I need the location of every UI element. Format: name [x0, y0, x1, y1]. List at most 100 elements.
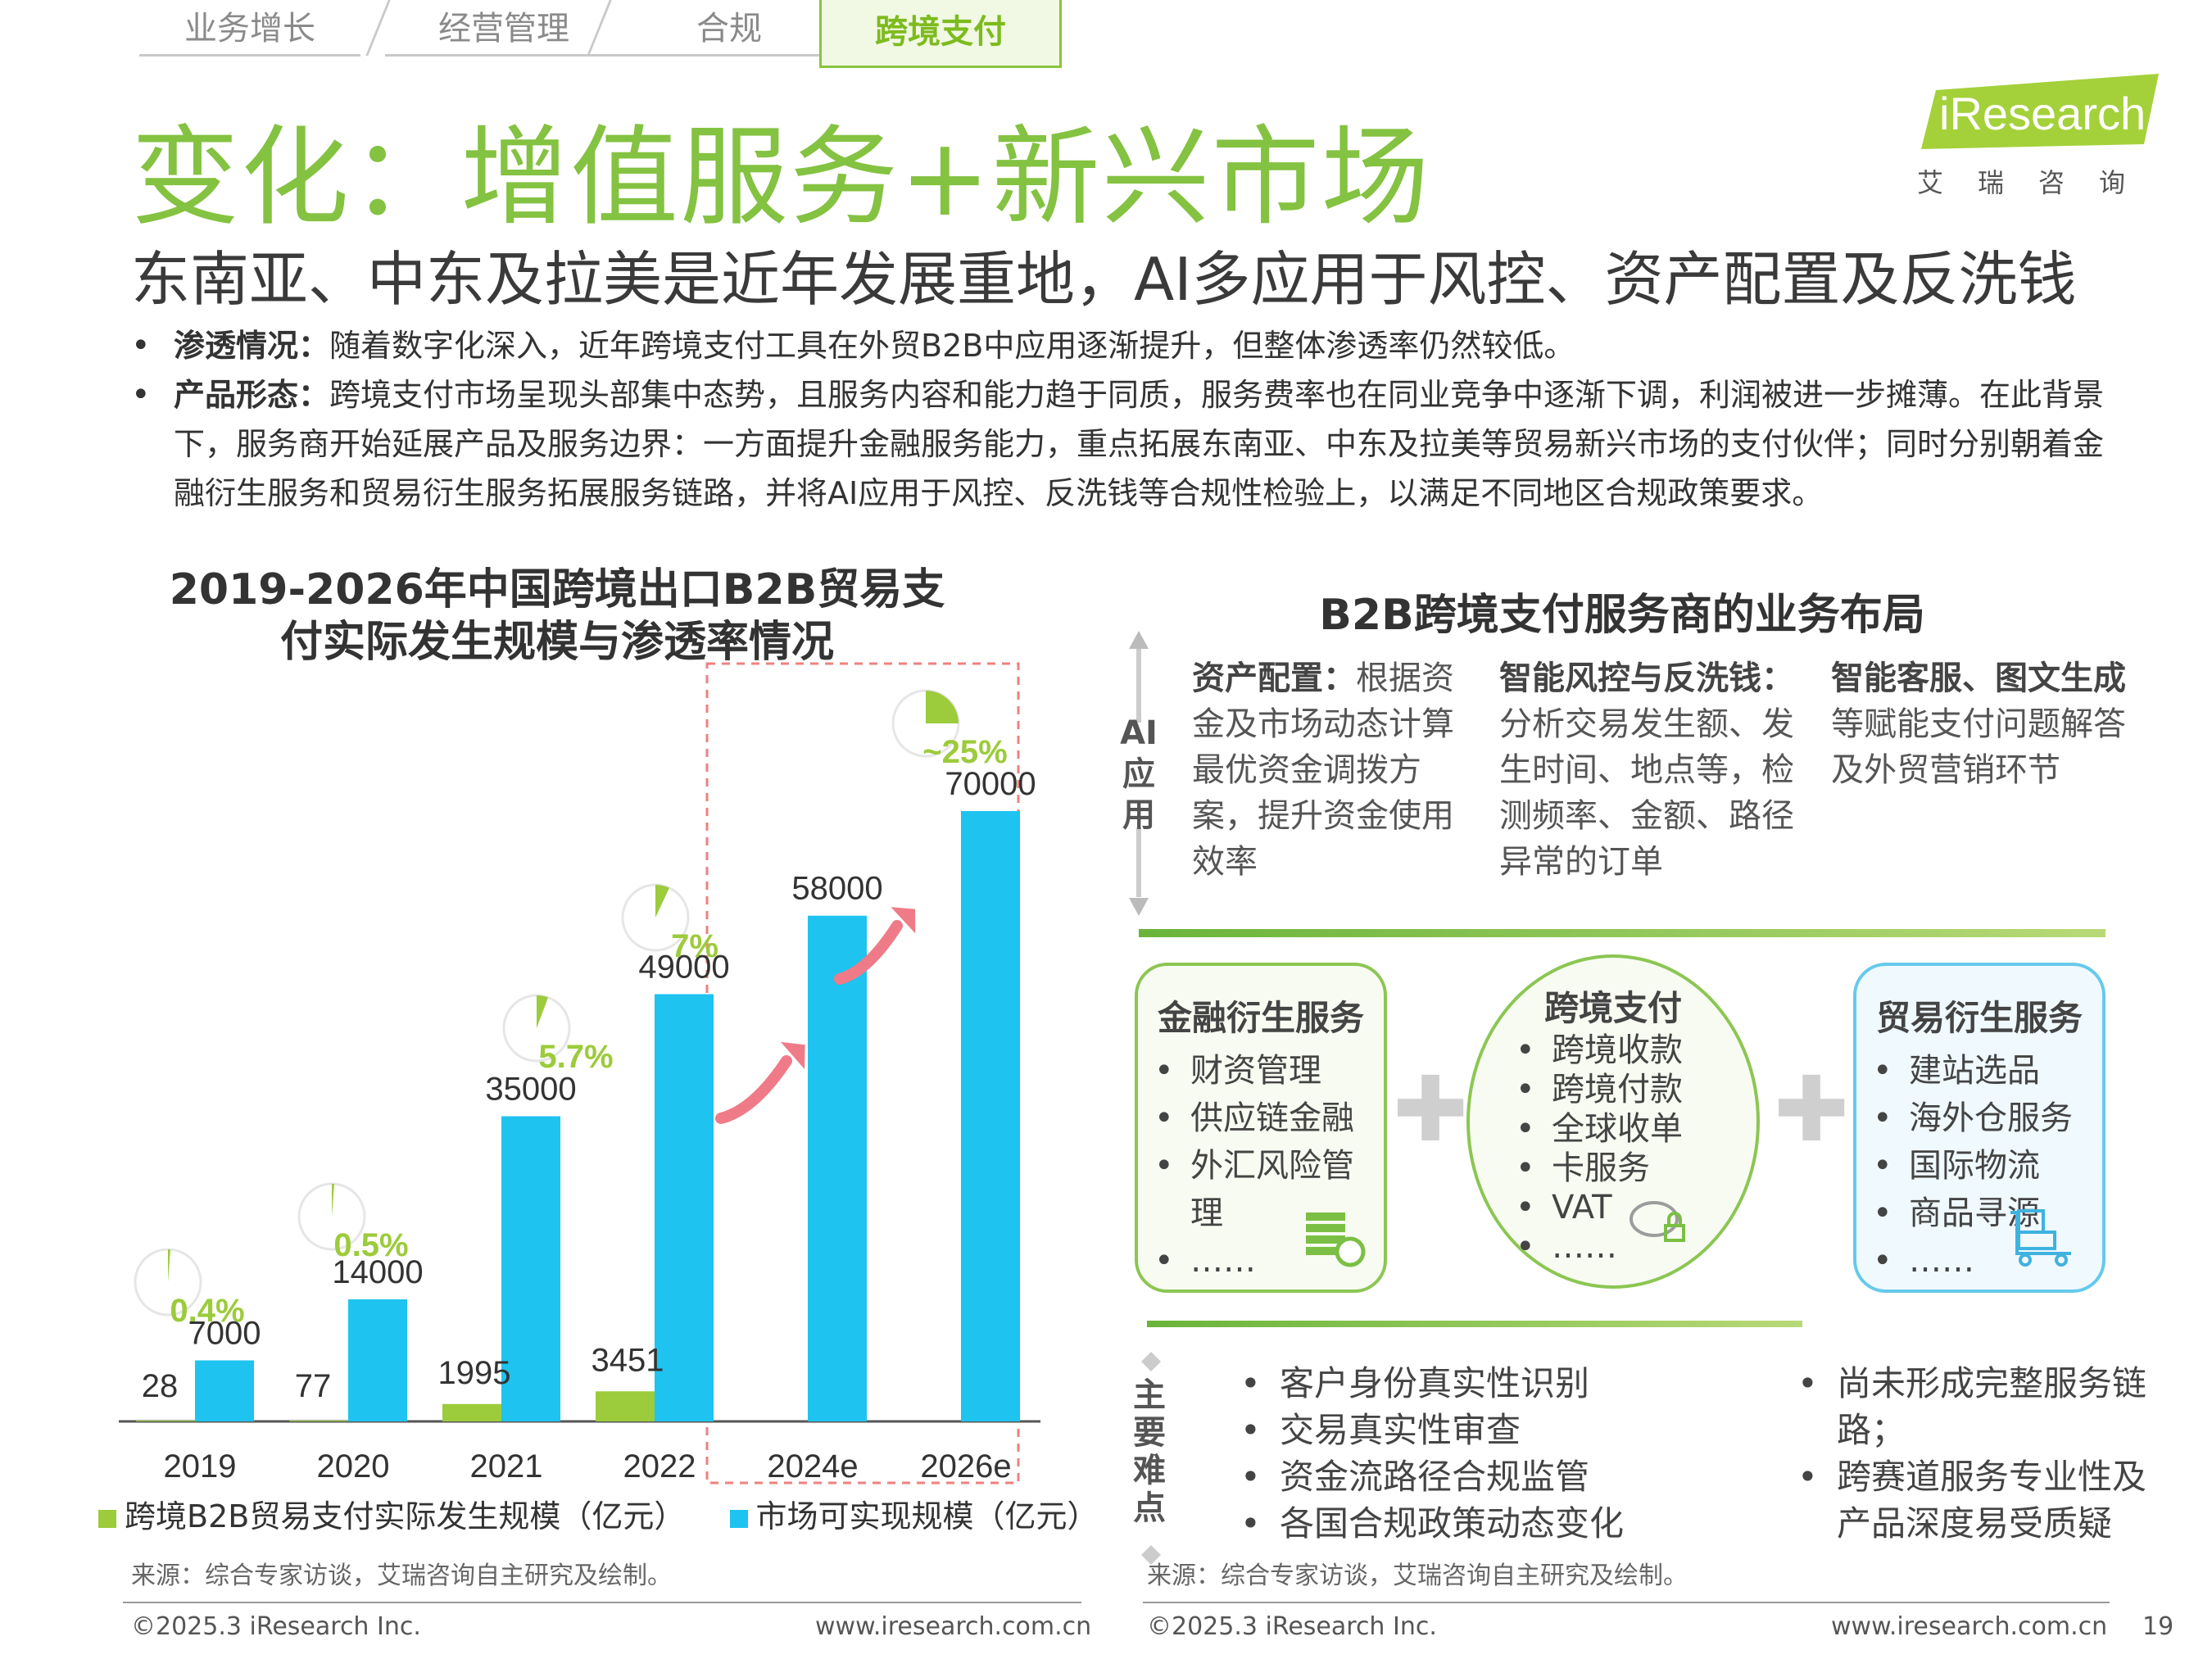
- legend-actual: 跨境B2B贸易支付实际发生规模（亿元）: [125, 1498, 686, 1534]
- list-item: ……: [1512, 1227, 1725, 1267]
- green-divider-bottom: [1147, 1321, 1802, 1327]
- list-item: 跨境收款: [1512, 1031, 1725, 1070]
- ai-col-service: 智能客服、图文生成等赋能支付问题解答及外贸营销环节: [1831, 660, 2126, 789]
- category-label: 2019: [164, 1448, 237, 1484]
- page-number: 19: [2142, 1612, 2174, 1641]
- list-item: 跨境付款: [1512, 1070, 1725, 1109]
- market-value-label: 14000: [332, 1254, 423, 1290]
- logo-cn-text: 艾瑞咨询: [1917, 167, 2160, 198]
- penetration-pie-slice: [926, 691, 959, 723]
- penetration-label: ~25%: [922, 734, 1007, 770]
- list-item: ……: [1870, 1237, 2091, 1285]
- list-item: 外汇风险管理: [1151, 1142, 1372, 1237]
- layout-source: 来源：综合专家访谈，艾瑞咨询自主研究及绘制。: [1147, 1562, 1688, 1590]
- list-item: VAT: [1512, 1188, 1725, 1227]
- chart-source: 来源：综合专家访谈，艾瑞咨询自主研究及绘制。: [131, 1562, 672, 1590]
- difficulty-label: 主要难点: [1133, 1376, 1166, 1527]
- financial-services-title: 金融衍生服务: [1157, 998, 1364, 1038]
- layout-title: B2B跨境支付服务商的业务布局: [1319, 591, 1925, 640]
- trade-services-box: 贸易衍生服务 建站选品 海外仓服务 国际物流 商品寻源 ……: [1853, 963, 2105, 1293]
- chart-title: 2019-2026年中国跨境出口B2B贸易支付实际发生规模与渗透率情况: [169, 565, 945, 667]
- list-item: 卡服务: [1512, 1149, 1725, 1188]
- list-item: 交易真实性审查: [1237, 1407, 1696, 1453]
- piggy-bank-icon: [1630, 1201, 1685, 1242]
- list-item: 财资管理: [1151, 1047, 1372, 1095]
- actual-value-label: 1995: [438, 1355, 511, 1391]
- list-item: 建站选品: [1870, 1047, 2091, 1095]
- penetration-pie-slice: [168, 1249, 171, 1282]
- ai-col-risk: 智能风控与反洗钱：分析交易发生额、发生时间、地点等，检测频率、金额、路径异常的订…: [1499, 660, 1794, 881]
- penetration-pie-slice: [655, 885, 670, 918]
- actual-value-label: 28: [142, 1368, 179, 1404]
- tab-bar: 业务增长 经营管理 合规 跨境支付: [139, 0, 1065, 68]
- category-label: 2026e: [920, 1448, 1011, 1484]
- list-item: 客户身份真实性识别: [1237, 1360, 1696, 1407]
- market-bar: [501, 1116, 560, 1421]
- list-item: 各国合规政策动态变化: [1237, 1500, 1696, 1547]
- tab-business-growth[interactable]: 业务增长: [139, 0, 360, 57]
- category-label: 2020: [317, 1448, 390, 1484]
- footer-rule-right: [1143, 1602, 2110, 1603]
- actual-bar: [596, 1391, 655, 1421]
- list-item: 尚未形成完整服务链路；: [1794, 1360, 2155, 1453]
- legend-swatch-actual: [98, 1509, 116, 1528]
- tab-cross-border-payment[interactable]: 跨境支付: [819, 0, 1062, 68]
- plus-icon: ✚: [1774, 1057, 1850, 1162]
- financial-services-list: 财资管理 供应链金融 外汇风险管理 ……: [1151, 1047, 1372, 1285]
- tab-operations[interactable]: 经营管理: [385, 0, 623, 57]
- penetration-label: 7%: [671, 928, 718, 964]
- market-bar: [348, 1299, 407, 1421]
- legend-swatch-market: [729, 1509, 748, 1528]
- ai-application-label: AI应用: [1120, 714, 1158, 834]
- bullet-penetration: • 渗透情况：随着数字化深入，近年跨境支付工具在外贸B2B中应用逐渐提升，但整体渗…: [131, 327, 1575, 365]
- ai-col-asset: 资产配置：根据资金及市场动态计算最优资金调拨方案，提升资金使用效率: [1192, 660, 1454, 881]
- coins-icon: [1306, 1213, 1366, 1267]
- bullet-list: • 渗透情况：随着数字化深入，近年跨境支付工具在外贸B2B中应用逐渐提升，但整体渗…: [131, 321, 2122, 518]
- chart-legend: 跨境B2B贸易支付实际发生规模（亿元） 市场可实现规模（亿元）: [98, 1491, 1099, 1536]
- penetration-pie-slice: [332, 1184, 335, 1217]
- cross-border-payment-list: 跨境收款 跨境付款 全球收单 卡服务 VAT ……: [1512, 1031, 1725, 1267]
- penetration-label: 0.4%: [170, 1293, 244, 1329]
- growth-arrow-head: [781, 1041, 805, 1069]
- ai-arrow: [1129, 631, 1149, 916]
- market-bar: [195, 1360, 254, 1421]
- footer-rule-left: [123, 1602, 1081, 1603]
- footer-url-right: www.iresearch.com.cn: [1831, 1612, 2108, 1641]
- list-item: 跨赛道服务专业性及产品深度易受质疑: [1794, 1453, 2155, 1547]
- difficulties-left-list: 客户身份真实性识别 交易真实性审查 资金流路径合规监管 各国合规政策动态变化: [1237, 1360, 1696, 1547]
- plus-icon: ✚: [1393, 1057, 1469, 1162]
- category-label: 2024e: [767, 1448, 858, 1484]
- market-value-label: 49000: [638, 950, 729, 986]
- page-title: 变化：增值服务+新兴市场: [131, 115, 1431, 241]
- market-value-label: 35000: [485, 1072, 576, 1108]
- category-label: 2022: [623, 1448, 696, 1484]
- list-item: 供应链金融: [1151, 1095, 1372, 1142]
- bullet-product-form: • 产品形态：跨境支付市场呈现头部集中态势，且服务内容和能力趋于同质，服务费率也在…: [131, 376, 2105, 511]
- actual-value-label: 77: [295, 1368, 332, 1404]
- market-bar: [808, 915, 867, 1421]
- page-subtitle: 东南亚、中东及拉美是近年发展重地，AI多应用于风控、资产配置及反洗钱: [131, 245, 2077, 314]
- list-item: 国际物流: [1870, 1142, 2091, 1190]
- footer-url-left: www.iresearch.com.cn: [815, 1612, 1092, 1641]
- penetration-pie-slice: [537, 995, 549, 1028]
- logo-text: iResearch: [1939, 88, 2146, 139]
- tab-compliance[interactable]: 合规: [606, 0, 852, 57]
- footer-copyright-left: ©2025.3 iResearch Inc.: [131, 1612, 421, 1641]
- market-bar: [655, 994, 714, 1421]
- cross-border-payment-title: 跨境支付: [1543, 988, 1682, 1028]
- penetration-label: 0.5%: [333, 1227, 408, 1263]
- list-item: 海外仓服务: [1870, 1095, 2091, 1142]
- actual-value-label: 3451: [592, 1342, 664, 1378]
- iresearch-logo: iResearch: [1921, 74, 2159, 149]
- delivery-cart-icon: [2010, 1209, 2071, 1267]
- market-value-label: 58000: [791, 871, 882, 907]
- difficulty-marker: [1141, 1352, 1161, 1565]
- actual-bar: [442, 1403, 501, 1421]
- green-divider-top: [1139, 929, 2105, 937]
- difficulties-right-list: 尚未形成完整服务链路； 跨赛道服务专业性及产品深度易受质疑: [1794, 1360, 2155, 1547]
- legend-market: 市场可实现规模（亿元）: [755, 1498, 1099, 1534]
- penetration-label: 5.7%: [538, 1039, 613, 1075]
- category-label: 2021: [470, 1448, 543, 1484]
- growth-arrow: [715, 1055, 792, 1124]
